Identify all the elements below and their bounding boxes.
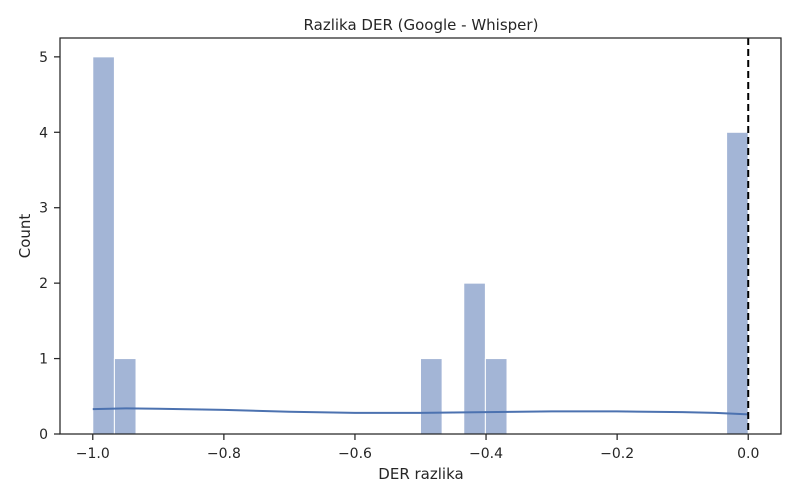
histogram-bar-0 — [92, 56, 115, 435]
y-tick-label: 3 — [39, 201, 48, 217]
y-tick-label: 5 — [39, 50, 48, 66]
histogram-bar-1 — [113, 358, 137, 435]
histogram-bar-2 — [420, 358, 443, 435]
kde-curve — [92, 407, 749, 416]
y-axis-title: Count — [16, 214, 34, 259]
x-axis-title: DER razlika — [378, 465, 463, 483]
histogram-bar-5 — [726, 131, 749, 435]
x-tick-label: 0.0 — [737, 446, 759, 462]
plot-frame — [59, 37, 782, 435]
x-tick-label: −0.4 — [469, 446, 503, 462]
x-tick-label: −0.2 — [600, 446, 634, 462]
x-tick-label: −0.6 — [338, 446, 372, 462]
chart-title: Razlika DER (Google - Whisper) — [304, 16, 539, 34]
x-tick-label: −1.0 — [76, 446, 110, 462]
y-tick-label: 1 — [39, 352, 48, 368]
y-tick-label: 0 — [39, 427, 48, 443]
x-tick-label: −0.8 — [207, 446, 241, 462]
y-tick-label: 4 — [39, 125, 48, 141]
histogram-bar-4 — [484, 358, 508, 435]
y-tick-label: 2 — [39, 276, 48, 292]
